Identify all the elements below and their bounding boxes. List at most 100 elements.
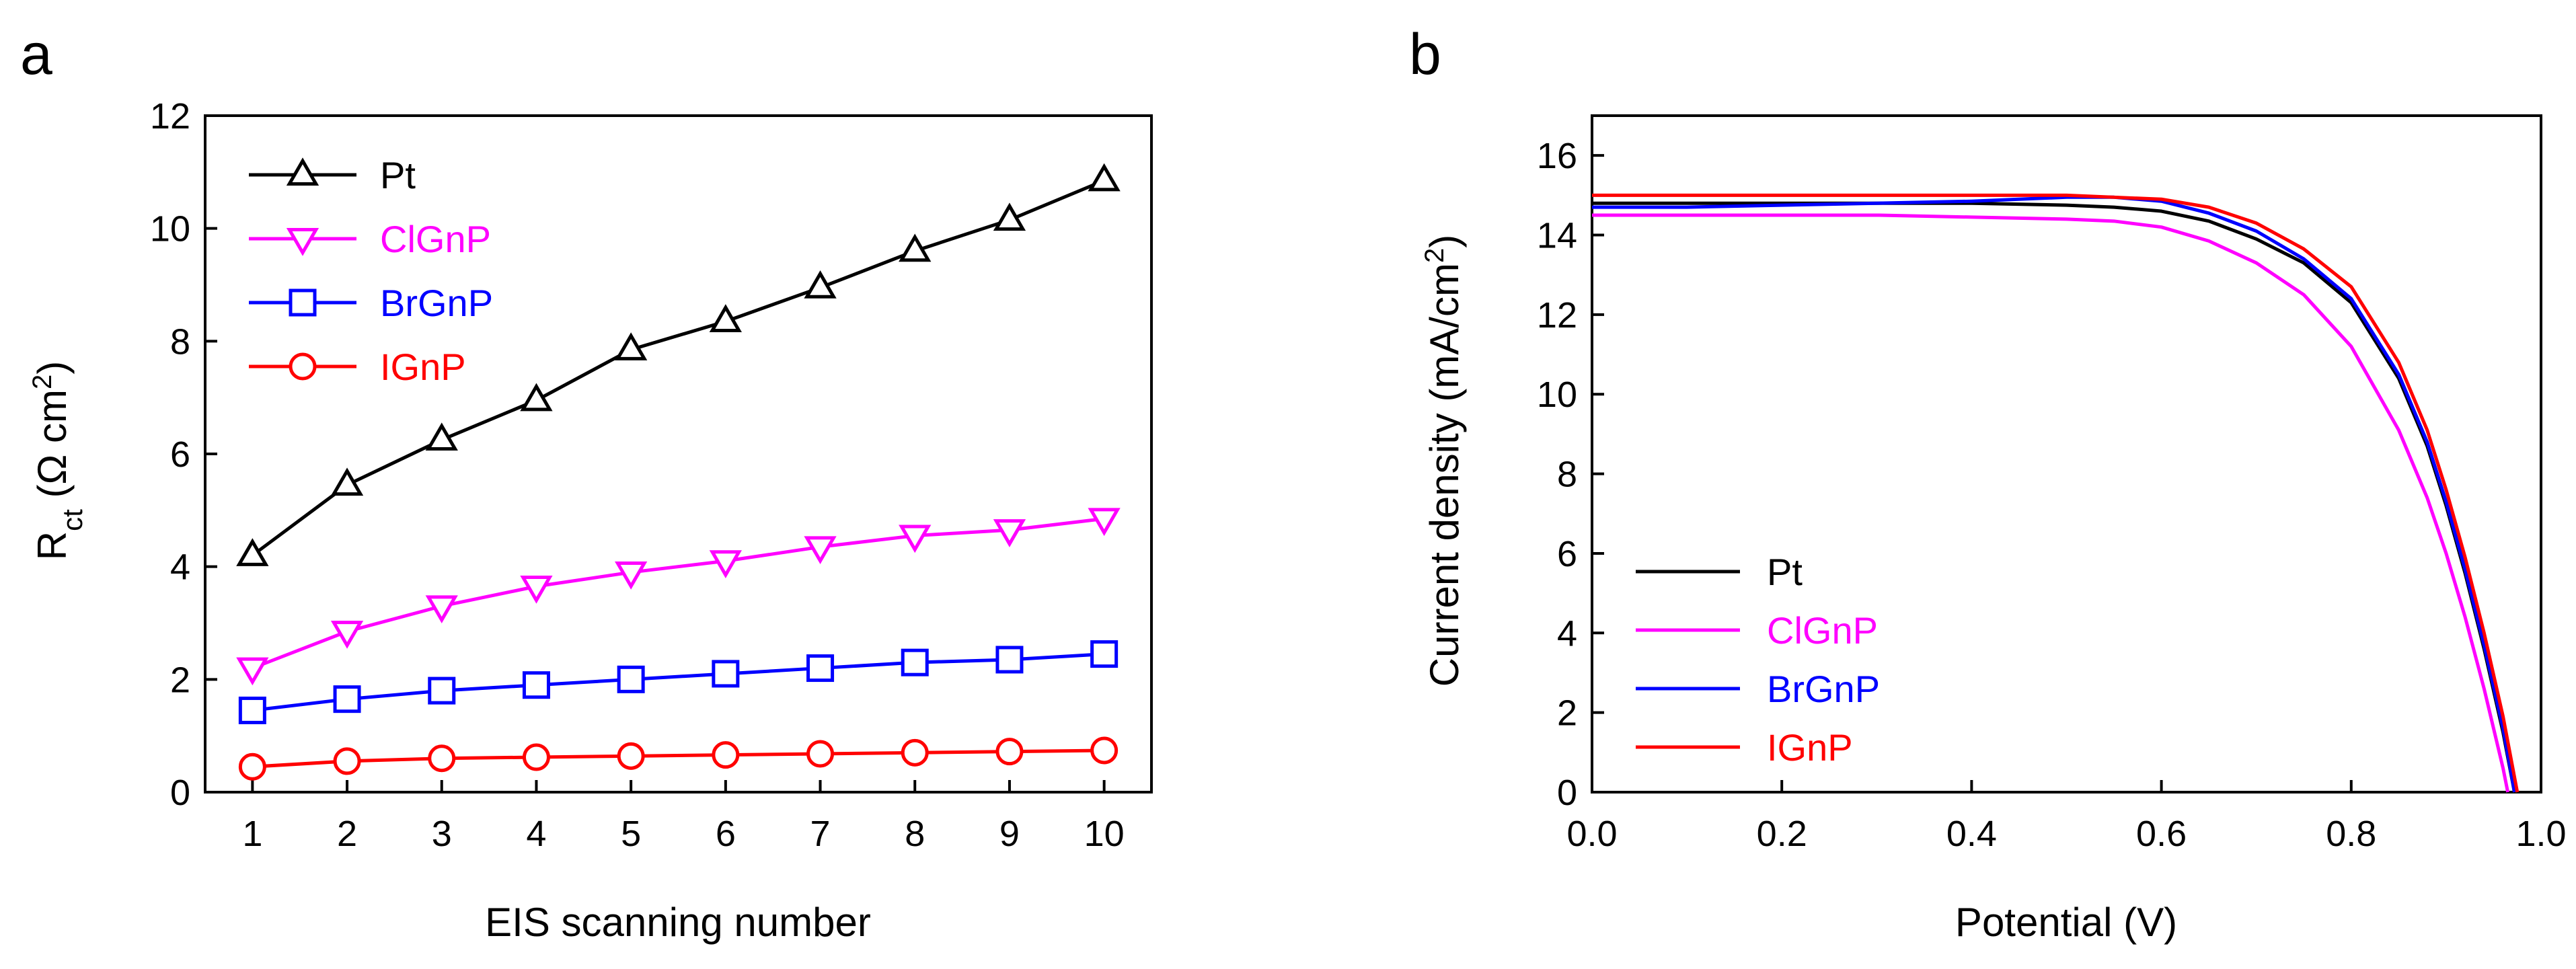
y-tick-label-a: 10 [150, 209, 190, 249]
chart-panel-b: b Current density (mA/cm2) Potential (V)… [1409, 22, 2567, 945]
data-point-ignp [333, 747, 361, 775]
x-axis-label-b: Potential (V) [1955, 900, 2177, 945]
series-ignp-a [238, 736, 1119, 781]
data-point-clgnp [804, 536, 837, 565]
series-line-clgnp [252, 516, 1104, 670]
y-tick-label-b: 16 [1537, 136, 1577, 176]
legend-item-clgnp-a: ClGnP [249, 218, 491, 260]
series-line-ignp-b [1592, 193, 2520, 793]
data-point-brgnp [522, 671, 550, 699]
data-point-clgnp [899, 525, 932, 553]
legend-b: Pt ClGnP BrGnP IGnP [1636, 551, 1880, 769]
series-clgnp-a [236, 508, 1121, 686]
data-point-pt [330, 467, 364, 496]
data-point-ignp [995, 738, 1024, 766]
series-line-pt [251, 179, 1105, 557]
y-tick-label-b: 2 [1557, 693, 1577, 734]
data-point-brgnp [617, 665, 645, 693]
legend-item-ignp-a: IGnP [249, 346, 466, 388]
x-tick-label-a: 3 [432, 814, 452, 854]
series-line-pt-b [1592, 201, 2516, 793]
legend-item-pt-a: Pt [249, 154, 416, 196]
data-point-pt [899, 233, 932, 262]
legend-label: Pt [1767, 551, 1803, 593]
series-line-clgnp-b [1592, 213, 2510, 793]
y-tick-label-b: 4 [1557, 613, 1577, 654]
legend-item-ignp-b: IGnP [1636, 726, 1853, 769]
data-point-brgnp [238, 696, 266, 724]
legend-marker [289, 352, 317, 381]
series-brgnp-a [238, 640, 1119, 724]
y-tick-label-a: 0 [170, 773, 190, 813]
series-line-ignp [252, 748, 1104, 769]
data-point-ignp [901, 738, 929, 767]
legend-marker [286, 157, 319, 186]
panel-label-a: a [20, 22, 52, 87]
data-point-pt [804, 270, 837, 299]
x-tick-label-a: 1 [242, 814, 262, 854]
data-point-clgnp [330, 621, 364, 649]
legend-label: Pt [380, 154, 416, 196]
data-point-brgnp [712, 660, 740, 688]
plot-frame-b [1591, 114, 2542, 793]
data-point-brgnp [995, 646, 1024, 674]
data-point-ignp [238, 752, 266, 781]
panel-label-b: b [1409, 22, 1441, 87]
data-point-brgnp [1090, 640, 1119, 668]
x-tick-label-b: 0.4 [1946, 814, 1997, 854]
data-point-pt [1088, 163, 1121, 192]
legend-item-clgnp-b: ClGnP [1636, 609, 1878, 652]
legend-label: IGnP [380, 346, 466, 388]
data-point-pt [520, 383, 553, 412]
x-axis-label-a: EIS scanning number [485, 900, 871, 945]
legend-label: BrGnP [380, 282, 493, 324]
y-tick-label-b: 8 [1557, 455, 1577, 495]
legend-marker [289, 288, 317, 317]
x-tick-label-b: 0.8 [2326, 814, 2376, 854]
y-tick-label-a: 6 [170, 434, 190, 475]
y-tick-label-b: 0 [1557, 773, 1577, 813]
data-point-clgnp [520, 576, 553, 604]
x-tick-label-a: 5 [621, 814, 641, 854]
data-point-pt [425, 422, 458, 451]
y-tick-label-b: 12 [1537, 295, 1577, 336]
data-point-ignp [522, 743, 550, 771]
y-tick-label-b: 6 [1557, 534, 1577, 574]
data-point-ignp [806, 740, 835, 768]
data-point-brgnp [901, 648, 929, 676]
x-tick-label-a: 7 [810, 814, 831, 854]
x-tick-label-a: 8 [905, 814, 925, 854]
y-axis-label-b: Current density (mA/cm2) [1420, 235, 1467, 687]
data-point-pt [993, 202, 1026, 231]
series-pt-a [236, 163, 1121, 566]
x-tick-label-a: 9 [999, 814, 1020, 854]
x-tick-label-b: 0.6 [2136, 814, 2187, 854]
data-point-brgnp [333, 685, 361, 713]
data-point-brgnp [428, 676, 456, 705]
x-tick-label-b: 1.0 [2515, 814, 2566, 854]
legend-label: BrGnP [1767, 668, 1880, 710]
data-point-clgnp [993, 519, 1026, 547]
data-point-ignp [712, 741, 740, 769]
x-tick-label-b: 0.0 [1566, 814, 1617, 854]
data-point-clgnp [236, 657, 269, 686]
legend-item-pt-b: Pt [1636, 551, 1803, 593]
chart-panel-a: a Rct (Ω cm2) EIS scanning number 0 2 4 6 8 1… [20, 22, 1153, 945]
y-axis-label-a: Rct (Ω cm2) [28, 361, 88, 560]
y-tick-label-b: 10 [1537, 375, 1577, 415]
x-tick-label-b: 0.2 [1757, 814, 1807, 854]
y-tick-label-a: 8 [170, 321, 190, 362]
x-tick-label-a: 10 [1084, 814, 1125, 854]
data-point-clgnp [1088, 508, 1121, 537]
data-point-ignp [1090, 736, 1119, 765]
data-point-brgnp [806, 654, 835, 683]
data-point-pt [236, 538, 269, 566]
y-tick-label-a: 2 [170, 660, 190, 700]
y-tick-label-a: 4 [170, 547, 190, 588]
series-line-brgnp-b [1592, 195, 2516, 793]
data-point-clgnp [425, 595, 458, 624]
data-point-pt [709, 304, 742, 332]
data-point-clgnp [709, 550, 742, 578]
x-tick-label-a: 2 [337, 814, 357, 854]
